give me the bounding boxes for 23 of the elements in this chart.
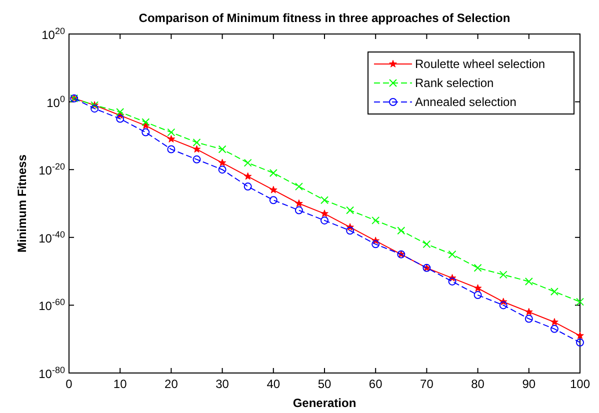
y-tick-label: 10$^{20}$ — [42, 26, 65, 42]
y-axis-title: Minimum Fitness — [15, 154, 29, 253]
legend-label: Rank selection — [415, 76, 494, 90]
x-tick-label: 30 — [216, 377, 230, 391]
x-axis-title: Generation — [292, 396, 356, 410]
y-tick-label: 10$^{-40}$ — [38, 229, 65, 246]
x-tick-label: 100 — [570, 377, 590, 391]
x-tick-label: 80 — [471, 377, 485, 391]
x-tick-label: 60 — [368, 377, 383, 391]
x-tick-label: 20 — [164, 377, 178, 391]
x-tick-label: 70 — [420, 377, 434, 391]
legend-label: Roulette wheel selection — [415, 57, 546, 71]
y-tick-label: 10$^{0}$ — [46, 94, 65, 110]
y-tick-label: 10$^{-20}$ — [38, 162, 65, 178]
legend-label: Annealed selection — [415, 95, 516, 109]
x-tick-label: 90 — [522, 377, 536, 391]
chart-title: Comparison of Minimum fitness in three approaches of Selection — [138, 11, 510, 25]
y-tick-label: 10$^{-60}$ — [38, 297, 65, 314]
x-tick-label: 50 — [318, 377, 332, 391]
x-tick-label: 0 — [66, 377, 73, 391]
x-tick-label: 40 — [266, 377, 280, 391]
y-tick-label: 10$^{-80}$ — [38, 365, 65, 381]
x-tick-label: 10 — [113, 377, 128, 391]
